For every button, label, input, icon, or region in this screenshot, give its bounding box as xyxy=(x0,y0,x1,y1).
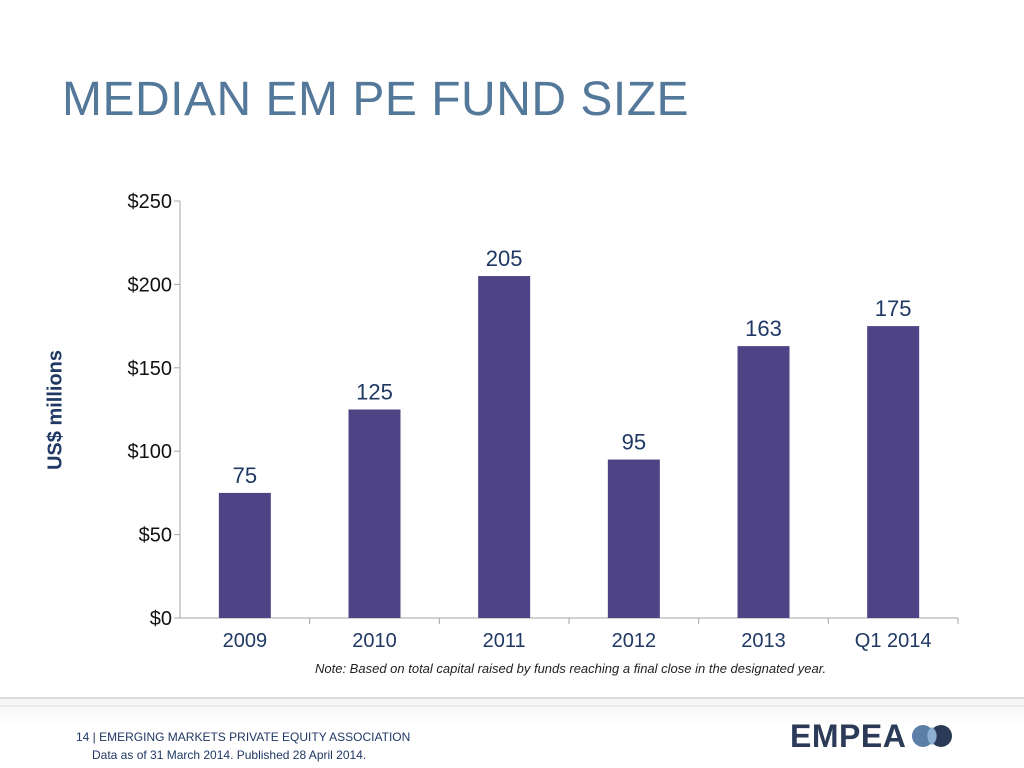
empea-logo: EMPEA xyxy=(790,718,956,754)
y-tick-label: $100 xyxy=(128,441,173,463)
slide-title: MEDIAN EM PE FUND SIZE xyxy=(62,73,690,126)
x-tick-label: 2011 xyxy=(483,630,526,652)
data-label: 125 xyxy=(356,380,393,405)
chart-note: Note: Based on total capital raised by f… xyxy=(315,661,827,676)
bar xyxy=(737,346,790,618)
y-axis-label: US$ millions xyxy=(44,349,67,471)
footer-divider xyxy=(0,697,1024,699)
x-tick-label: 2013 xyxy=(741,630,786,652)
y-tick-label: $50 xyxy=(139,525,172,547)
footer-divider-secondary xyxy=(0,705,1024,707)
data-label: 75 xyxy=(233,463,257,488)
y-tick-label: $200 xyxy=(128,274,173,296)
x-tick-label: Q1 2014 xyxy=(855,630,932,652)
bar xyxy=(867,326,920,618)
logo-text: EMPEA xyxy=(790,717,907,754)
x-tick-label: 2010 xyxy=(352,630,397,652)
bar xyxy=(348,409,401,618)
bar xyxy=(607,459,660,618)
footer-page-info: 14 | EMERGING MARKETS PRIVATE EQUITY ASS… xyxy=(76,730,411,744)
bar xyxy=(478,276,531,618)
data-label: 163 xyxy=(745,316,782,341)
y-tick-label: $0 xyxy=(150,608,172,630)
x-tick-label: 2012 xyxy=(612,630,657,652)
footer-bar xyxy=(0,698,1024,768)
footer-data-date: Data as of 31 March 2014. Published 28 A… xyxy=(92,748,367,762)
data-label: 175 xyxy=(875,296,912,321)
y-tick-label: $250 xyxy=(128,191,173,213)
data-label: 95 xyxy=(622,430,646,455)
bar-chart: $0 $50 $100 $150 $200 $250 75 2009 125 2010 205 201… xyxy=(128,191,959,652)
data-label: 205 xyxy=(486,246,523,271)
logo-circles-icon xyxy=(912,725,953,747)
y-tick-label: $150 xyxy=(128,358,173,380)
bar xyxy=(218,492,271,618)
x-tick-label: 2009 xyxy=(223,630,268,652)
